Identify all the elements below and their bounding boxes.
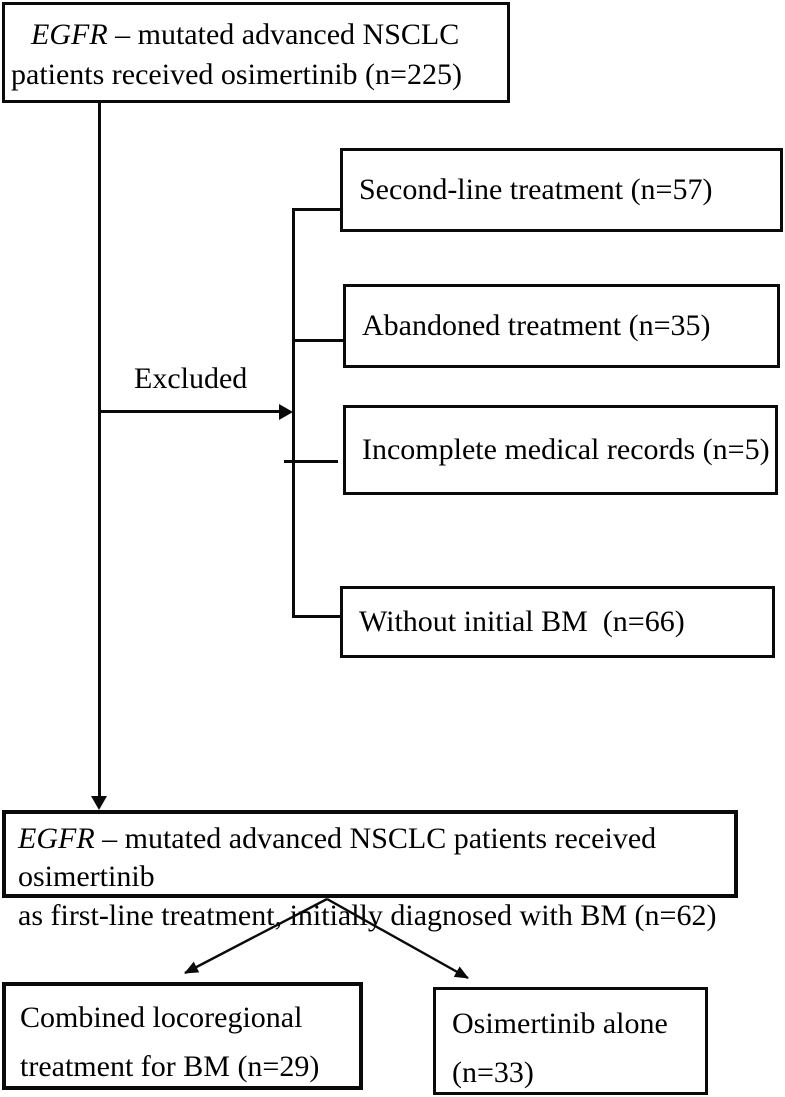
main-flow-line xyxy=(98,103,101,800)
excluded-label: Excluded xyxy=(134,362,248,395)
included-cohort-line1: EGFR – mutated advanced NSCLC patients r… xyxy=(18,822,657,894)
split-arrows xyxy=(184,898,469,980)
bracket-stub-3 xyxy=(284,460,338,463)
initial-cohort-line2: patients received osimertinib (n=225) xyxy=(11,57,462,91)
exclusion-label: Abandoned treatment (n=35) xyxy=(362,309,711,343)
gene-name-italic: EGFR xyxy=(18,822,95,855)
bracket-stub-2 xyxy=(292,339,344,342)
outcome-line2: treatment for BM (n=29) xyxy=(20,1049,320,1083)
exclusion-label: Incomplete medical records (n=5) xyxy=(362,433,770,467)
exclusion-label: Without initial BM (n=66) xyxy=(359,605,685,639)
gene-name-italic: EGFR xyxy=(31,18,108,51)
arrow-to-osimertinib-alone xyxy=(326,898,469,980)
outcome-line2: (n=33) xyxy=(452,1055,534,1089)
initial-cohort-box: EGFR – mutated advanced NSCLC patients r… xyxy=(2,2,510,103)
outcome-box-osimertinib-alone: Osimertinib alone (n=33) xyxy=(433,987,708,1095)
included-cohort-box: EGFR – mutated advanced NSCLC patients r… xyxy=(2,810,738,932)
arrow-to-locoregional xyxy=(184,898,328,975)
exclusion-box-incomplete-records: Incomplete medical records (n=5) xyxy=(343,405,778,495)
outcome-box-locoregional: Combined locoregional treatment for BM (… xyxy=(2,982,363,1090)
exclusion-box-second-line: Second-line treatment (n=57) xyxy=(340,148,783,232)
exclusion-box-without-bm: Without initial BM (n=66) xyxy=(340,586,775,658)
initial-cohort-line1: EGFR – mutated advanced NSCLC xyxy=(31,18,460,51)
right-arrowhead-icon xyxy=(279,404,293,420)
exclusion-bracket-line xyxy=(292,208,295,618)
included-cohort-line2: as first-line treatment, initially diagn… xyxy=(18,898,717,932)
down-arrowhead-icon xyxy=(91,796,107,810)
exclusion-label: Second-line treatment (n=57) xyxy=(359,173,713,207)
excluded-arrow-line xyxy=(99,410,281,413)
outcome-line1: Combined locoregional xyxy=(20,1001,303,1034)
bracket-stub-1 xyxy=(292,208,341,211)
bracket-stub-4 xyxy=(292,615,341,618)
exclusion-box-abandoned: Abandoned treatment (n=35) xyxy=(343,284,780,368)
outcome-line1: Osimertinib alone xyxy=(452,1007,668,1040)
